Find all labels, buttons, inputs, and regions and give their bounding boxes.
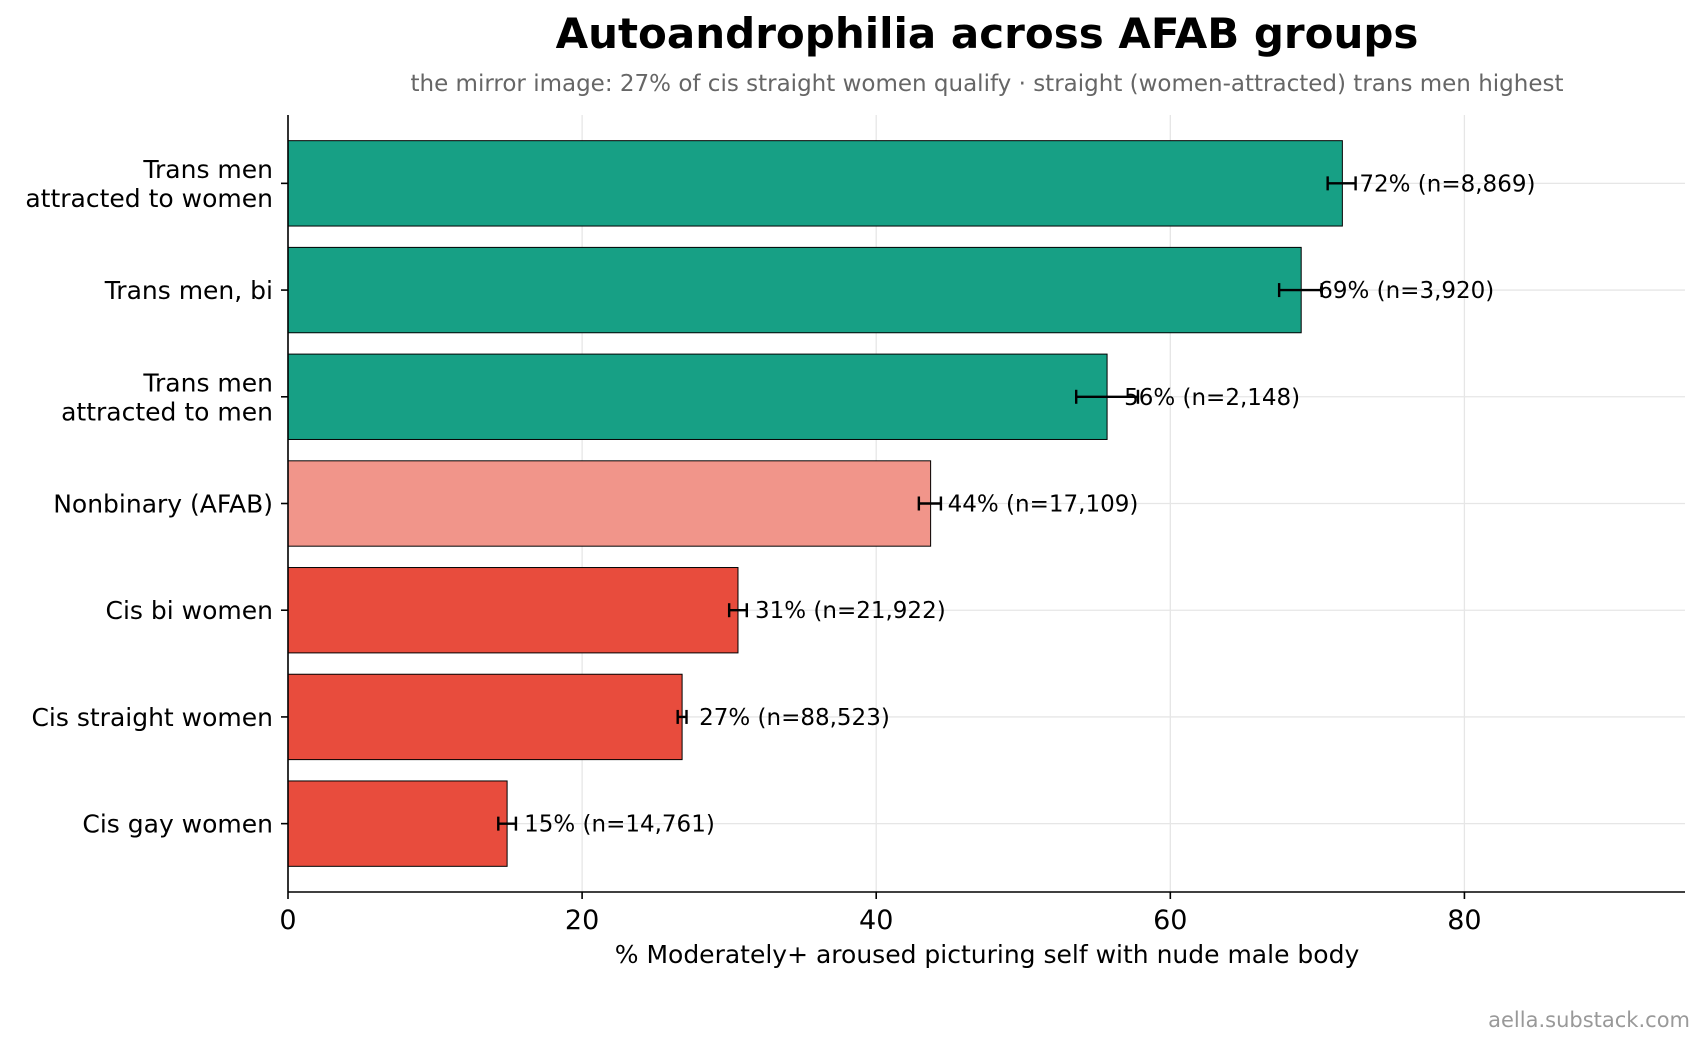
- chart-title: Autoandrophilia across AFAB groups: [556, 9, 1419, 58]
- axes-layer: [281, 115, 1685, 899]
- x-axis-label: % Moderately+ aroused picturing self wit…: [615, 940, 1360, 969]
- x-tick-label-1: 20: [565, 905, 599, 936]
- data-label-3: 44% (n=17,109): [948, 492, 1139, 518]
- bar-3: [287, 460, 932, 547]
- x-tick-label-3: 60: [1153, 905, 1187, 936]
- bar-0: [287, 140, 1343, 227]
- category-label-5: Cis straight women: [31, 703, 273, 732]
- category-label-line: Trans men: [142, 368, 273, 397]
- category-label-line: Cis straight women: [31, 703, 273, 732]
- bar-6: [287, 780, 508, 867]
- category-label-line: Cis gay women: [82, 810, 273, 839]
- category-label-3: Nonbinary (AFAB): [53, 490, 273, 519]
- credit-text: aella.substack.com: [1488, 1008, 1690, 1032]
- data-label-2: 56% (n=2,148): [1124, 385, 1300, 411]
- error-bar-6: [497, 816, 518, 831]
- bars-layer: [287, 140, 1357, 867]
- category-label-line: Nonbinary (AFAB): [53, 490, 273, 519]
- data-label-6: 15% (n=14,761): [524, 812, 715, 838]
- x-tick-label-0: 0: [279, 905, 296, 936]
- error-bar-0: [1326, 176, 1357, 191]
- bar-4: [287, 567, 739, 654]
- error-bar-3: [917, 496, 943, 511]
- category-label-4: Cis bi women: [106, 596, 273, 625]
- x-tick-label-2: 40: [859, 905, 893, 936]
- category-label-2: Trans men attracted to men: [61, 368, 273, 426]
- x-tick-label-4: 80: [1447, 905, 1481, 936]
- error-bar-4: [727, 603, 749, 618]
- data-label-0: 72% (n=8,869): [1359, 171, 1535, 197]
- data-label-4: 31% (n=21,922): [755, 598, 946, 624]
- category-label-line: Trans men: [142, 155, 273, 184]
- category-label-line: Trans men, bi: [104, 276, 273, 305]
- category-label-0: Trans men attracted to women: [25, 155, 273, 213]
- category-label-line: attracted to men: [61, 397, 273, 426]
- bar-5: [287, 673, 683, 761]
- category-label-line: attracted to women: [25, 184, 273, 213]
- data-label-5: 27% (n=88,523): [699, 705, 890, 731]
- error-bar-5: [676, 709, 688, 724]
- error-bar-1: [1277, 283, 1323, 298]
- chart-subtitle: the mirror image: 27% of cis straight wo…: [411, 71, 1564, 97]
- bar-1: [287, 246, 1302, 334]
- category-label-line: Cis bi women: [106, 596, 273, 625]
- category-label-6: Cis gay women: [82, 810, 273, 839]
- data-label-1: 69% (n=3,920): [1318, 278, 1494, 304]
- category-label-1: Trans men, bi: [104, 276, 273, 305]
- error-bar-2: [1075, 389, 1140, 404]
- bar-2: [287, 353, 1108, 440]
